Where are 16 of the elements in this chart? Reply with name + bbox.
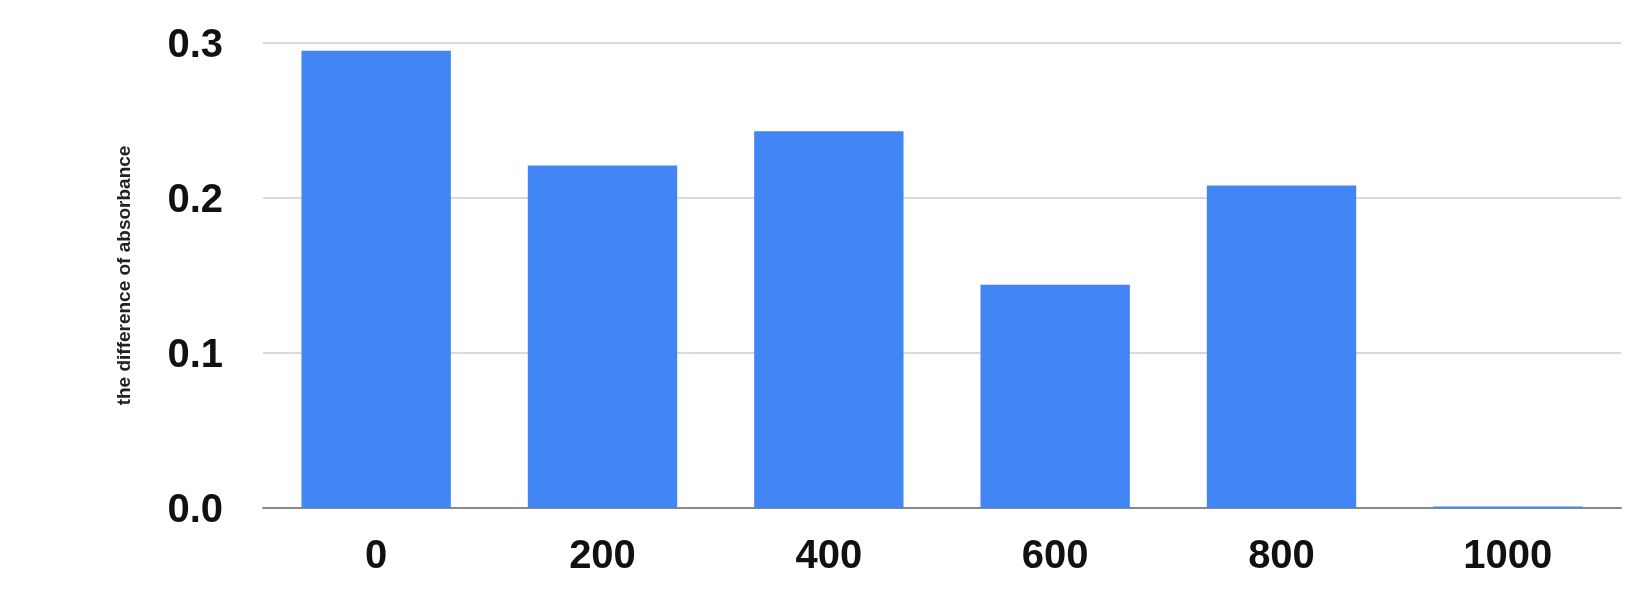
bar [754,131,904,508]
x-tick-label: 1000 [1463,532,1553,576]
bar [301,50,451,508]
y-tick-label: 0.1 [167,331,223,375]
y-tick-label: 0.3 [167,21,223,65]
bar [980,284,1130,508]
bar [527,165,678,508]
x-tick-label: 600 [1021,532,1089,576]
x-tick-label: 0 [365,532,388,576]
bar [1206,185,1357,508]
y-axis-title: the difference of absorbance [113,145,134,406]
y-tick-label: 0.0 [167,486,223,530]
x-tick-label: 200 [569,532,636,576]
x-tick-label: 400 [795,532,863,576]
y-tick-label: 0.2 [167,176,223,220]
x-tick-label: 800 [1248,532,1315,576]
